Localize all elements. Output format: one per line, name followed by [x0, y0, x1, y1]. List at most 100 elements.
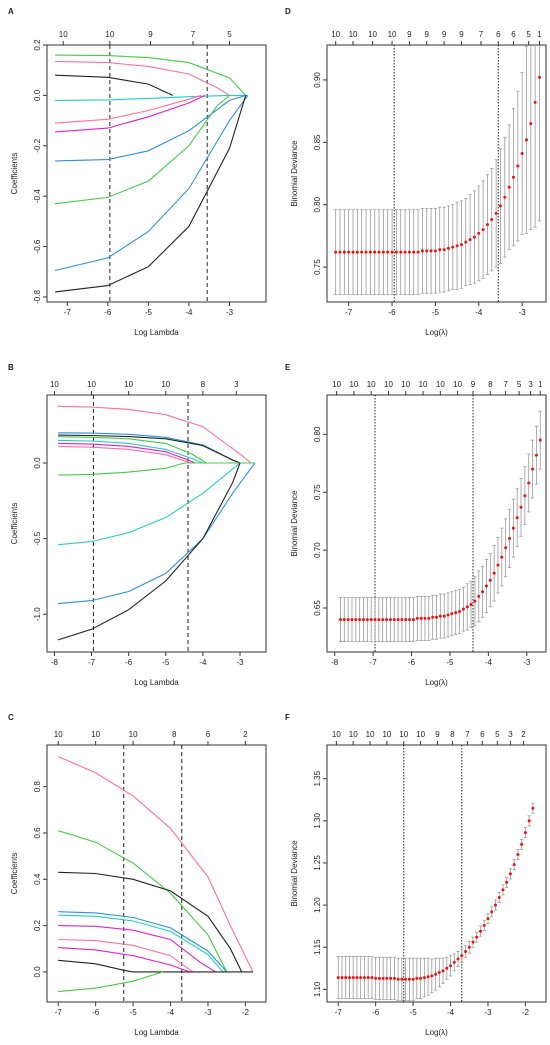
deviance-point — [464, 949, 468, 953]
deviance-point — [481, 590, 485, 594]
deviance-point — [400, 618, 404, 622]
coefficient-path — [58, 830, 228, 973]
y-tick-label: 0.2 — [33, 919, 42, 931]
panel-label: C — [8, 713, 14, 722]
y-tick-label: 0.75 — [313, 484, 322, 500]
deviance-point — [527, 481, 531, 485]
top-tick-label: 7 — [479, 30, 484, 39]
x-tick-label: -5 — [446, 658, 454, 667]
plot-area — [54, 45, 249, 302]
top-tick-label: 9 — [407, 30, 412, 39]
deviance-point — [412, 250, 416, 254]
x-tick-label: -4 — [199, 658, 207, 667]
deviance-point — [354, 618, 358, 622]
deviance-point — [507, 185, 511, 189]
deviance-point — [511, 526, 515, 530]
x-tick-label: -3 — [519, 308, 527, 317]
deviance-point — [411, 618, 415, 622]
deviance-point — [437, 971, 441, 975]
deviance-point — [488, 578, 492, 582]
deviance-point — [415, 616, 419, 620]
deviance-point — [520, 842, 524, 846]
coefficient-path — [58, 959, 253, 973]
coefficient-path — [57, 462, 241, 641]
top-tick-label: 10 — [399, 730, 408, 739]
deviance-point — [407, 977, 411, 981]
deviance-point — [516, 164, 520, 168]
deviance-point — [338, 250, 342, 254]
coefficient-path — [55, 94, 206, 133]
deviance-point — [501, 888, 505, 892]
top-tick-label: 10 — [50, 380, 59, 389]
coefficient-path — [58, 911, 228, 973]
top-tick-label: 9 — [471, 380, 476, 389]
deviance-point — [486, 917, 490, 921]
plot-area — [334, 45, 542, 302]
top-tick-label: 10 — [161, 380, 170, 389]
deviance-point — [358, 618, 362, 622]
panel-a: A -7 -6 -5 -4 -3 -0.8 -0.6 -0.4 -0.2 0.0 0.2 10 10 9 7 5… — [8, 7, 267, 337]
deviance-point — [464, 240, 468, 244]
deviance-point — [490, 218, 494, 222]
coefficient-path — [55, 74, 173, 96]
deviance-point — [426, 975, 430, 979]
coefficient-path — [55, 94, 230, 205]
y-tick-label: 1.30 — [313, 813, 322, 829]
deviance-point — [500, 555, 504, 559]
top-tick-label: 10 — [124, 380, 133, 389]
deviance-point — [364, 250, 368, 254]
deviance-point — [415, 976, 419, 980]
deviance-point — [381, 976, 385, 980]
deviance-point — [365, 618, 369, 622]
x-tick-label: -7 — [88, 658, 96, 667]
deviance-point — [342, 618, 346, 622]
deviance-point — [494, 211, 498, 215]
coefficient-path — [54, 95, 249, 272]
y-tick-label: 0.0 — [33, 966, 42, 978]
plot-frame — [326, 744, 547, 1003]
y-tick-label: -0.8 — [33, 290, 42, 304]
x-tick-label: -3 — [484, 1008, 492, 1017]
deviance-point — [377, 618, 381, 622]
top-tick-label: 10 — [331, 30, 340, 39]
plot-area — [338, 395, 542, 652]
y-tick-label: -0.4 — [33, 189, 42, 203]
deviance-point — [416, 250, 420, 254]
top-tick-label: 2 — [243, 730, 248, 739]
deviance-point — [338, 618, 342, 622]
top-tick-label: 10 — [349, 30, 358, 39]
deviance-point — [508, 537, 511, 541]
deviance-point — [450, 612, 454, 616]
x-tick-label: -2 — [522, 1008, 530, 1017]
deviance-point — [404, 977, 408, 981]
deviance-point — [537, 75, 541, 79]
top-tick-label: 10 — [129, 730, 138, 739]
y-tick-label: 0.0 — [33, 457, 42, 469]
top-tick-label: 5 — [517, 380, 522, 389]
deviance-point — [386, 250, 390, 254]
y-tick-label: 0.80 — [313, 426, 322, 442]
deviance-point — [456, 957, 460, 961]
deviance-point — [482, 923, 486, 927]
x-tick-label: -3 — [226, 308, 234, 317]
deviance-point — [342, 250, 346, 254]
deviance-point — [381, 618, 385, 622]
deviance-point — [334, 250, 338, 254]
deviance-point — [351, 250, 355, 254]
top-tick-label: 10 — [388, 30, 397, 39]
deviance-point — [396, 977, 400, 981]
top-tick-label: 9 — [435, 730, 440, 739]
x-axis-label: Log Lambda — [134, 678, 179, 687]
coefficient-path — [55, 94, 246, 162]
panel-b: B -8 -7 -6 -5 -4 -3 -1.0 -0.5 0.0 10 10 10 10 8 3 Log La… — [8, 363, 267, 687]
x-tick-label: -3 — [523, 658, 531, 667]
deviance-point — [370, 976, 374, 980]
x-tick-label: -4 — [185, 308, 193, 317]
deviance-point — [438, 248, 442, 252]
deviance-point — [374, 976, 378, 980]
deviance-point — [403, 250, 407, 254]
x-tick-label: -7 — [370, 658, 378, 667]
deviance-point — [481, 228, 485, 232]
top-tick-label: 10 — [401, 380, 410, 389]
deviance-point — [452, 960, 456, 964]
